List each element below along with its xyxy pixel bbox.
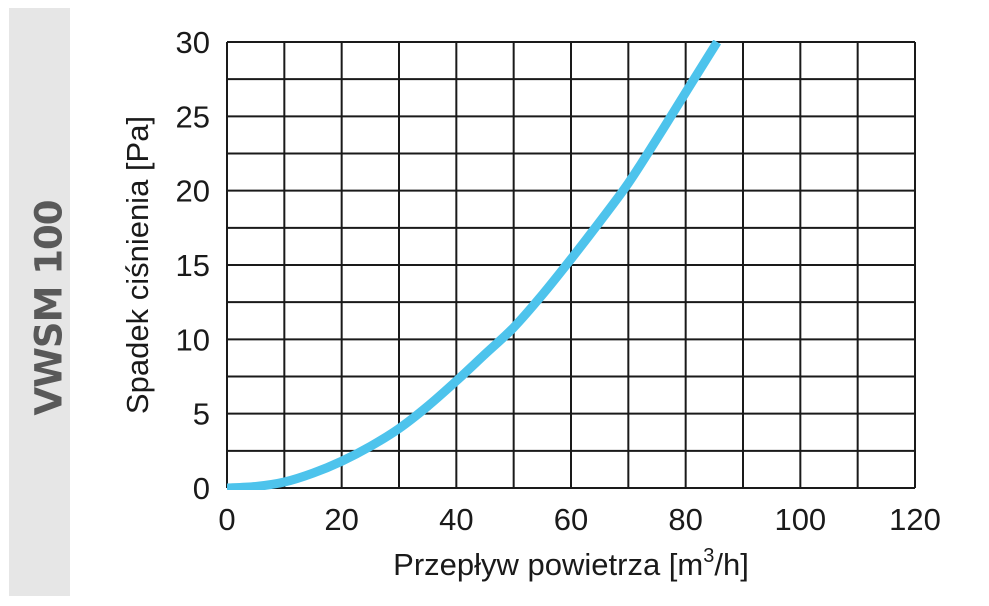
series-layer [227, 40, 722, 490]
x-axis-title-superscript: 3 [703, 545, 714, 567]
y-tick-label: 0 [193, 471, 210, 506]
y-axis-title: Spadek ciśnienia [Pa] [120, 116, 155, 414]
x-tick-label: 80 [668, 502, 702, 537]
y-tick-label: 5 [193, 397, 210, 432]
x-tick-label: 0 [218, 502, 235, 537]
y-tick-label: 10 [176, 322, 210, 357]
x-tick-label: 120 [889, 502, 941, 537]
y-tick-label: 15 [176, 248, 210, 283]
x-axis-title: Przepływ powietrza [m3/h] [393, 545, 749, 582]
x-tick-label: 20 [324, 502, 358, 537]
tick-labels: 0 20 40 60 80 100 120 0 5 10 15 20 25 30 [176, 25, 941, 537]
y-tick-label: 25 [176, 99, 210, 134]
y-tick-label: 30 [176, 25, 210, 60]
series-line-0 [227, 40, 722, 490]
model-side-panel: VWSM 100 [9, 8, 71, 596]
x-tick-label: 100 [774, 502, 826, 537]
x-tick-label: 40 [439, 502, 473, 537]
grid [226, 41, 916, 489]
y-tick-label: 20 [176, 174, 210, 209]
x-tick-label: 60 [554, 502, 588, 537]
